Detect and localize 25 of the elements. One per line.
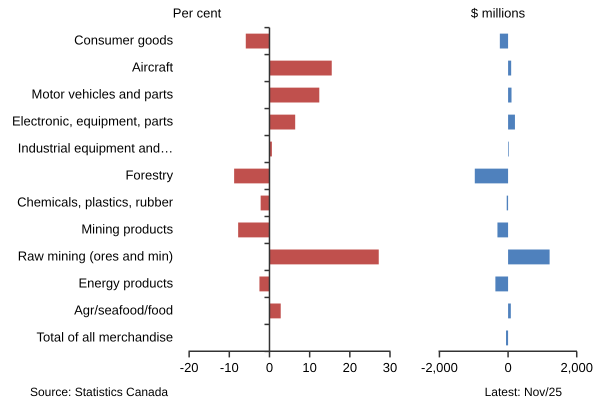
x-tick-label: 2,000 xyxy=(560,360,594,375)
chart-subtitle: $ millions xyxy=(470,5,526,20)
x-tick-label: 0 xyxy=(504,360,512,375)
x-tick-label: 10 xyxy=(302,360,317,375)
y-tick-label: Chemicals, plastics, rubber xyxy=(17,194,174,210)
y-tick-label: Total of all merchandise xyxy=(36,329,174,344)
x-tick-label: 30 xyxy=(382,360,398,375)
y-tick-label: Consumer goods xyxy=(74,32,174,48)
x-tick-label: -10 xyxy=(220,360,239,375)
x-tick-label: -20 xyxy=(180,360,199,375)
y-tick-label: Mining products xyxy=(81,222,174,237)
y-tick-label: Industrial equipment and… xyxy=(18,140,174,156)
y-tick-label: Electronic, equipment, parts xyxy=(12,114,174,129)
chart-subtitle: Per cent xyxy=(172,5,222,20)
text: Latest: Nov/25 xyxy=(484,385,563,399)
y-tick-label: Aircraft xyxy=(132,60,174,75)
y-tick-label: Raw mining (ores and min) xyxy=(18,248,174,264)
y-tick-label: Motor vehicles and parts xyxy=(32,86,174,102)
x-tick-label: -2,000 xyxy=(420,360,458,375)
y-tick-label: Agr/seafood/food xyxy=(74,302,174,318)
y-tick-label: Forestry xyxy=(125,168,174,183)
x-tick-label: 0 xyxy=(266,360,274,375)
source-note: Source: Statistics Canada xyxy=(29,385,170,399)
x-tick-label: 20 xyxy=(342,360,358,375)
y-tick-label: Energy products xyxy=(78,276,174,291)
